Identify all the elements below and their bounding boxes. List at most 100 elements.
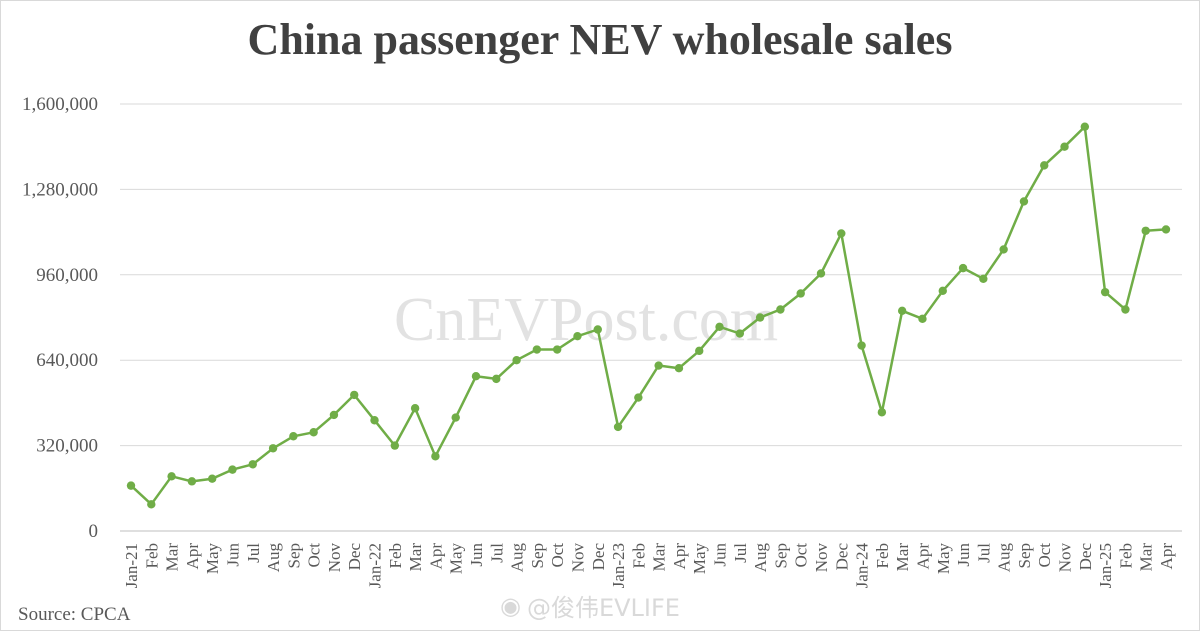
x-axis: Jan-21 Feb Mar Apr May Jun Jul Aug Sep Oct Nov Dec J…: [122, 543, 1176, 589]
y-tick-label: 0: [89, 521, 99, 542]
data-point: [877, 408, 887, 417]
x-tick-label: Jan-21: [122, 543, 141, 588]
data-point: [634, 393, 643, 402]
y-tick-label: 1,600,000: [22, 94, 98, 115]
x-tick-label: Feb: [386, 543, 405, 569]
x-tick-label: May: [690, 543, 709, 575]
data-point: [938, 286, 947, 296]
x-tick-label: Dec: [345, 543, 364, 571]
x-tick-label: Jun: [711, 543, 730, 567]
x-tick-label: Dec: [1076, 543, 1095, 571]
y-tick-label: 960,000: [36, 265, 98, 286]
data-point: [1161, 225, 1171, 234]
x-tick-label: Apr: [183, 543, 202, 570]
weibo-handle: @俊伟EVLIFE: [526, 594, 680, 622]
gridlines: [120, 103, 1182, 532]
data-point: [918, 314, 927, 324]
data-point: [735, 329, 745, 338]
x-tick-label: Dec: [589, 543, 608, 571]
x-tick-label: Feb: [1116, 543, 1135, 569]
data-point: [695, 346, 704, 356]
data-point: [1121, 305, 1130, 314]
x-tick-label: Jul: [974, 543, 993, 563]
x-tick-label: Dec: [832, 543, 851, 571]
source-note: Source: CPCA: [18, 604, 131, 625]
x-tick-label: Jan-25: [1096, 543, 1115, 588]
data-point: [167, 472, 176, 481]
x-tick-label: May: [203, 543, 222, 575]
data-point: [613, 422, 623, 432]
data-point: [674, 364, 684, 373]
data-point: [532, 345, 542, 354]
x-tick-label: Apr: [1157, 543, 1176, 570]
data-point: [350, 390, 359, 400]
y-axis: 0 320,000 640,000 960,000 1,280,000 1,600,000: [22, 94, 98, 542]
x-tick-label: Nov: [1056, 543, 1075, 573]
data-point: [1019, 197, 1029, 206]
data-point: [816, 269, 826, 278]
data-point: [492, 374, 501, 384]
x-tick-label: Aug: [995, 543, 1014, 573]
data-point: [552, 345, 562, 354]
x-tick-label: Nov: [325, 543, 344, 573]
x-tick-label: May: [934, 543, 953, 575]
x-tick-label: Jul: [487, 543, 506, 563]
x-tick-label: Mar: [650, 543, 669, 572]
data-point: [268, 444, 278, 453]
x-tick-label: Oct: [305, 543, 324, 568]
data-point: [471, 372, 481, 381]
data-point: [837, 229, 846, 238]
data-point: [654, 361, 663, 370]
data-point: [451, 413, 460, 422]
x-tick-label: Apr: [426, 543, 445, 570]
data-point: [187, 477, 197, 486]
data-point: [512, 356, 521, 365]
data-point: [776, 305, 785, 314]
data-point: [593, 325, 602, 334]
x-tick-label: Sep: [1015, 543, 1034, 569]
weibo-logo-icon: ◉: [500, 591, 521, 620]
x-tick-label: Jan-22: [366, 543, 385, 588]
x-tick-label: Mar: [406, 543, 425, 572]
x-tick-label: Jun: [954, 543, 973, 567]
x-tick-label: Aug: [264, 543, 283, 573]
data-point: [329, 410, 339, 420]
data-point: [857, 341, 866, 350]
data-point: [431, 452, 440, 461]
y-tick-label: 640,000: [36, 350, 98, 371]
x-tick-label: Jul: [244, 543, 263, 563]
x-tick-label: Nov: [812, 543, 831, 573]
weibo-watermark: ◉ @俊伟EVLIFE: [500, 588, 680, 623]
data-point: [897, 306, 907, 316]
x-tick-label: Jun: [467, 543, 486, 567]
data-point: [309, 428, 318, 437]
data-point: [1100, 287, 1110, 297]
x-tick-label: Jul: [731, 543, 750, 563]
series-line: [130, 125, 1167, 506]
x-tick-label: Nov: [568, 543, 587, 573]
data-point: [1060, 142, 1069, 151]
data-point: [573, 331, 582, 341]
data-point: [1141, 226, 1150, 235]
x-tick-label: Mar: [163, 543, 182, 572]
data-point: [1040, 161, 1049, 170]
x-tick-label: Mar: [1137, 543, 1156, 572]
x-tick-label: Aug: [751, 543, 770, 573]
data-point: [390, 441, 400, 450]
x-tick-label: Jan-23: [609, 543, 628, 588]
x-tick-label: Feb: [142, 543, 161, 569]
data-point: [248, 460, 257, 469]
y-tick-label: 1,280,000: [22, 179, 98, 200]
data-point: [126, 481, 136, 490]
x-tick-label: Oct: [792, 543, 811, 568]
x-tick-label: Jan-24: [853, 543, 872, 589]
data-point: [1080, 122, 1090, 131]
x-tick-label: Oct: [1035, 543, 1054, 568]
x-tick-label: Mar: [893, 543, 912, 572]
x-tick-label: Apr: [913, 543, 932, 570]
x-tick-label: May: [447, 543, 466, 575]
data-point: [289, 432, 298, 441]
x-tick-label: Apr: [670, 543, 689, 570]
x-tick-label: Oct: [548, 543, 567, 568]
